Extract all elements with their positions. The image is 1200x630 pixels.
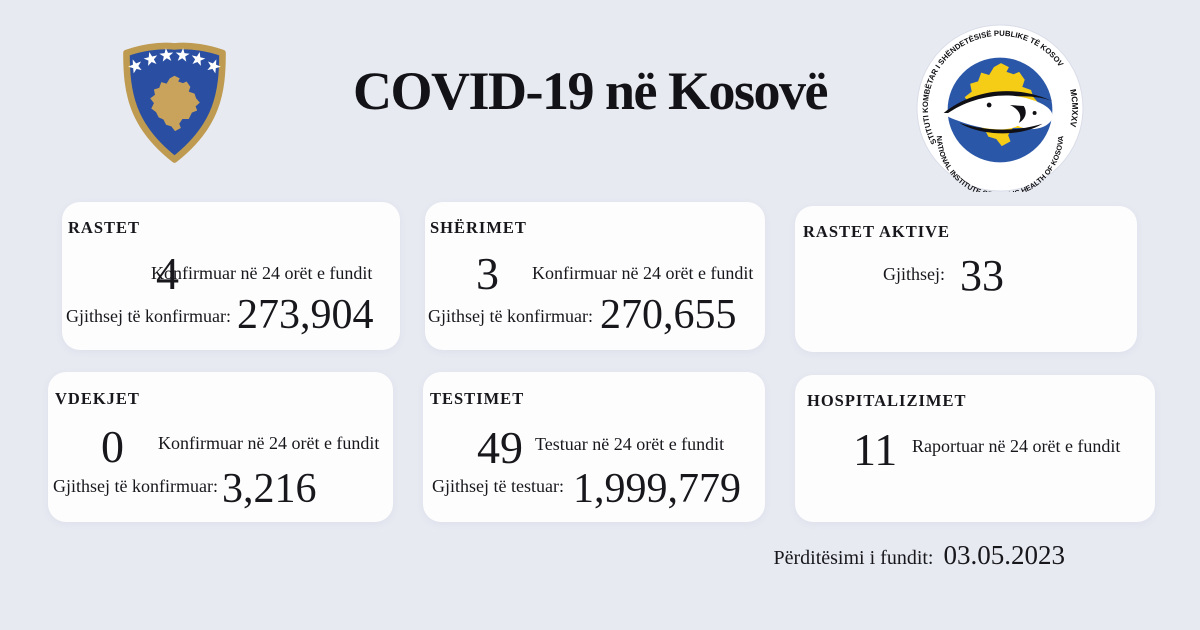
card-vdekjet-daily-value: 0 <box>101 421 124 472</box>
card-testimet-daily-label: Testuar në 24 orët e fundit <box>535 434 725 454</box>
card-vdekjet-daily-label: Konfirmuar në 24 orët e fundit <box>158 433 380 453</box>
card-testimet-title: TESTIMET <box>430 389 525 408</box>
card-sherimet: SHËRIMET 3 Konfirmuar në 24 orët e fundi… <box>425 202 765 350</box>
card-sherimet-daily-value: 3 <box>476 248 499 299</box>
card-rastet-aktive-total-value: 33 <box>960 251 1004 300</box>
card-sherimet-title: SHËRIMET <box>430 218 527 237</box>
last-updated: Përditësimi i fundit: 03.05.2023 <box>700 540 1066 571</box>
card-hospitalizimet-daily-label: Raportuar në 24 orët e fundit <box>912 436 1121 456</box>
card-rastet: RASTET 4 Konfirmuar në 24 orët e fundit … <box>62 202 400 350</box>
card-rastet-total-value: 273,904 <box>237 292 374 338</box>
card-rastet-aktive-total-label: Gjithsej: <box>883 264 945 284</box>
card-vdekjet-total-label: Gjithsej të konfirmuar: <box>53 476 218 496</box>
card-rastet-title: RASTET <box>68 218 141 237</box>
card-testimet-daily-value: 49 <box>477 422 523 473</box>
institute-eagle-doves <box>943 91 1057 134</box>
card-vdekjet-title: VDEKJET <box>55 389 140 408</box>
last-updated-value: 03.05.2023 <box>943 540 1066 570</box>
card-hospitalizimet: HOSPITALIZIMET 11 Raportuar në 24 orët e… <box>795 375 1155 522</box>
kosovo-shield-icon <box>123 42 226 163</box>
card-hospitalizimet-daily-value: 11 <box>853 424 898 475</box>
card-vdekjet-total-value: 3,216 <box>222 466 317 512</box>
last-updated-label: Përditësimi i fundit: <box>773 547 934 569</box>
card-rastet-total-label: Gjithsej të konfirmuar: <box>66 306 231 326</box>
card-testimet-total-label: Gjithsej të testuar: <box>432 476 564 496</box>
card-rastet-aktive: RASTET AKTIVE Gjithsej: 33 <box>795 206 1137 352</box>
card-hospitalizimet-title: HOSPITALIZIMET <box>807 391 967 410</box>
card-testimet: TESTIMET 49 Testuar në 24 orët e fundit … <box>423 372 765 522</box>
card-vdekjet: VDEKJET 0 Konfirmuar në 24 orët e fundit… <box>48 372 393 522</box>
svg-text:MCMXXV: MCMXXV <box>1068 88 1080 128</box>
card-rastet-daily-label: Konfirmuar në 24 orët e fundit <box>151 263 373 283</box>
institute-seal-icon: • INSTITUTI KOMBËTAR I SHËNDETËSISË PUBL… <box>913 17 1084 200</box>
card-rastet-aktive-title: RASTET AKTIVE <box>803 222 951 241</box>
card-sherimet-total-label: Gjithsej të konfirmuar: <box>428 306 593 326</box>
card-testimet-total-value: 1,999,779 <box>573 466 741 512</box>
card-sherimet-daily-label: Konfirmuar në 24 orët e fundit <box>532 263 754 283</box>
card-rastet-daily-value: 4 <box>156 248 179 299</box>
card-sherimet-total-value: 270,655 <box>600 292 737 338</box>
page-title: COVID-19 në Kosovë <box>353 61 828 121</box>
institute-year-text: MCMXXV <box>1068 88 1080 128</box>
institute-logo: • INSTITUTI KOMBËTAR I SHËNDETËSISË PUBL… <box>913 17 1084 200</box>
kosovo-flag-logo <box>118 34 231 170</box>
